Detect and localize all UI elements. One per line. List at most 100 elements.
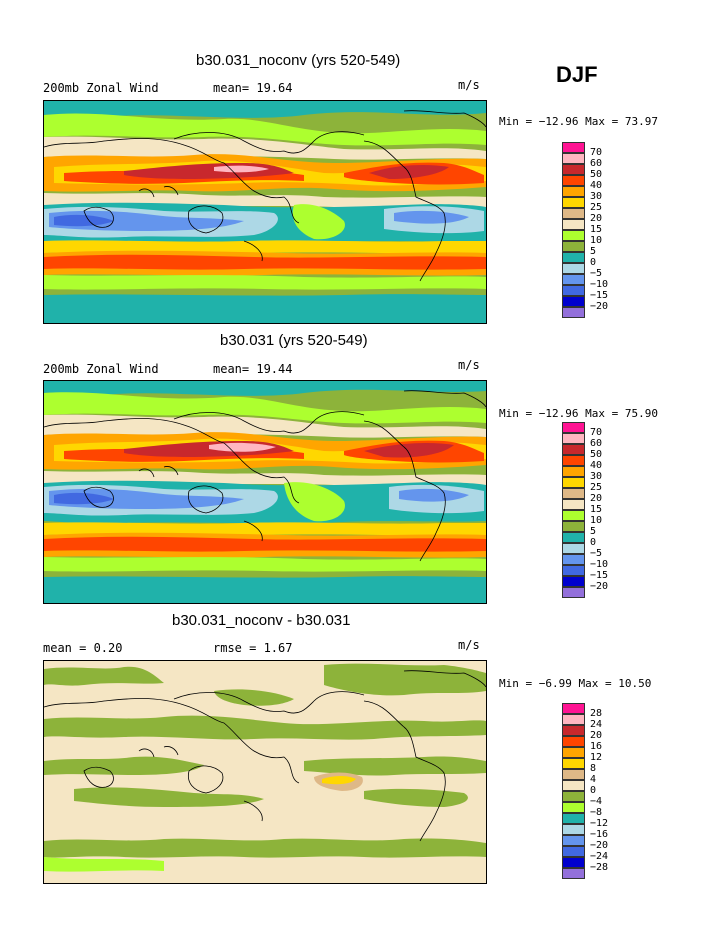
panel2-colorbar-swatch (562, 521, 585, 532)
panel2-colorbar-swatch (562, 488, 585, 499)
panel2-colorbar-swatch (562, 587, 585, 598)
panel3-colorbar-swatch (562, 769, 585, 780)
panel1-colorbar-label: 10 (590, 235, 603, 246)
panel1-colorbar-swatch (562, 219, 585, 230)
panel3-colorbar-swatch (562, 714, 585, 725)
panel2-colorbar-label: 0 (590, 537, 597, 548)
panel2-colorbar-label: −15 (590, 570, 609, 581)
panel1-contour-plot (44, 101, 486, 323)
panel3-colorbar-swatch (562, 824, 585, 835)
panel1-mean: mean= 19.64 (213, 81, 293, 95)
panel1-field-label: 200mb Zonal Wind (43, 81, 159, 95)
panel2-colorbar-label: 10 (590, 515, 603, 526)
panel1-colorbar-label: 15 (590, 224, 603, 235)
panel1-colorbar-swatch (562, 307, 585, 318)
panel3-colorbar-label: −8 (590, 807, 603, 818)
panel2-colorbar-swatch (562, 433, 585, 444)
panel2-colorbar-label: 50 (590, 449, 603, 460)
panel1-units: m/s (458, 78, 480, 92)
panel3-colorbar-swatch (562, 835, 585, 846)
panel3-colorbar-swatch (562, 725, 585, 736)
panel2-field-label: 200mb Zonal Wind (43, 362, 159, 376)
panel3-colorbar-label: −28 (590, 862, 609, 873)
panel3-colorbar-label: −4 (590, 796, 603, 807)
panel2-colorbar-swatch (562, 422, 585, 433)
panel2-colorbar-label: 30 (590, 471, 603, 482)
panel3-colorbar-swatch (562, 868, 585, 879)
panel1-colorbar-swatch (562, 230, 585, 241)
panel3-map (43, 660, 487, 884)
panel3-colorbar-label: 16 (590, 741, 603, 752)
panel2-colorbar-label: 60 (590, 438, 603, 449)
panel3-colorbar-label: −16 (590, 829, 609, 840)
panel2-minmax: Min = −12.96 Max = 75.90 (499, 407, 658, 420)
panel1-colorbar-swatch (562, 285, 585, 296)
panel2-colorbar-swatch (562, 554, 585, 565)
panel2-colorbar-label: 5 (590, 526, 597, 537)
panel1-colorbar-swatch (562, 175, 585, 186)
panel2-colorbar-swatch (562, 576, 585, 587)
panel1-colorbar-swatch (562, 252, 585, 263)
panel3-minmax: Min = −6.99 Max = 10.50 (499, 677, 652, 690)
panel2-colorbar-swatch (562, 455, 585, 466)
panel1-colorbar-swatch (562, 208, 585, 219)
panel3-colorbar-swatch (562, 703, 585, 714)
panel3-colorbar-label: 8 (590, 763, 597, 774)
panel1-colorbar-label: 20 (590, 213, 603, 224)
panel2-colorbar-label: 25 (590, 482, 603, 493)
panel3-colorbar-swatch (562, 813, 585, 824)
panel2-colorbar-swatch (562, 543, 585, 554)
panel2-colorbar-swatch (562, 444, 585, 455)
season-label: DJF (556, 62, 598, 87)
panel2-colorbar-swatch (562, 565, 585, 576)
panel2-colorbar-swatch (562, 532, 585, 543)
panel2-colorbar-label: −20 (590, 581, 609, 592)
panel2-title: b30.031 (yrs 520-549) (220, 332, 368, 349)
panel2-map (43, 380, 487, 604)
panel1-colorbar-swatch (562, 197, 585, 208)
panel3-colorbar-label: −20 (590, 840, 609, 851)
panel1-colorbar-label: 5 (590, 246, 597, 257)
panel3-title: b30.031_noconv - b30.031 (172, 612, 351, 629)
panel2-colorbar-label: 70 (590, 427, 603, 438)
panel1-colorbar-label: −15 (590, 290, 609, 301)
panel1-colorbar-label: −5 (590, 268, 603, 279)
panel1-colorbar-swatch (562, 186, 585, 197)
panel2-colorbar-label: 20 (590, 493, 603, 504)
panel3-contour-plot (44, 661, 486, 883)
panel1-colorbar-swatch (562, 153, 585, 164)
panel1-colorbar-swatch (562, 263, 585, 274)
panel2-colorbar-swatch (562, 499, 585, 510)
panel1-colorbar-swatch (562, 164, 585, 175)
panel3-colorbar-swatch (562, 747, 585, 758)
panel1-colorbar-swatch (562, 241, 585, 252)
panel3-colorbar-label: 12 (590, 752, 603, 763)
panel1-colorbar-label: 30 (590, 191, 603, 202)
panel3-colorbar-label: 4 (590, 774, 597, 785)
panel3-colorbar-label: 24 (590, 719, 603, 730)
panel3-colorbar-label: −24 (590, 851, 609, 862)
panel1-title: b30.031_noconv (yrs 520-549) (196, 52, 401, 69)
panel3-colorbar-label: 20 (590, 730, 603, 741)
panel3-colorbar-swatch (562, 802, 585, 813)
panel1-colorbar-label: 60 (590, 158, 603, 169)
panel3-colorbar-swatch (562, 857, 585, 868)
panel3-units: m/s (458, 638, 480, 652)
panel1-colorbar-label: 50 (590, 169, 603, 180)
panel3-rmse: rmse = 1.67 (213, 641, 293, 655)
panel2-contour-plot (44, 381, 486, 603)
panel3-colorbar-label: −12 (590, 818, 609, 829)
panel1-colorbar-label: 0 (590, 257, 597, 268)
panel1-colorbar-label: −10 (590, 279, 609, 290)
panel2-colorbar-label: −10 (590, 559, 609, 570)
panel2-colorbar-label: −5 (590, 548, 603, 559)
panel3-colorbar-swatch (562, 791, 585, 802)
panel3-colorbar-swatch (562, 846, 585, 857)
panel1-colorbar-swatch (562, 274, 585, 285)
panel2-units: m/s (458, 358, 480, 372)
panel1-minmax: Min = −12.96 Max = 73.97 (499, 115, 658, 128)
panel3-colorbar-swatch (562, 758, 585, 769)
panel3-colorbar-swatch (562, 736, 585, 747)
panel1-map (43, 100, 487, 324)
panel3-colorbar-swatch (562, 780, 585, 791)
